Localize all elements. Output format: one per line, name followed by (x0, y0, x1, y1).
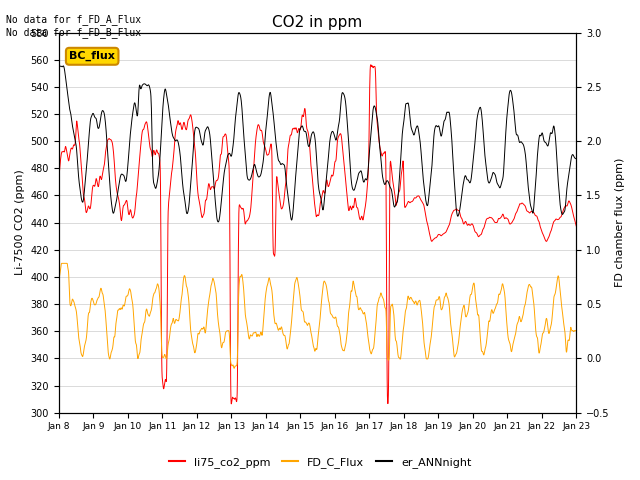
Text: BC_flux: BC_flux (69, 51, 115, 61)
Title: CO2 in ppm: CO2 in ppm (273, 15, 363, 30)
Y-axis label: FD chamber flux (ppm): FD chamber flux (ppm) (615, 158, 625, 288)
Text: No data for f_FD_A_Flux
No data for f_FD_B_Flux: No data for f_FD_A_Flux No data for f_FD… (6, 14, 141, 38)
Y-axis label: Li-7500 CO2 (ppm): Li-7500 CO2 (ppm) (15, 170, 25, 276)
Legend: li75_co2_ppm, FD_C_Flux, er_ANNnight: li75_co2_ppm, FD_C_Flux, er_ANNnight (164, 452, 476, 472)
